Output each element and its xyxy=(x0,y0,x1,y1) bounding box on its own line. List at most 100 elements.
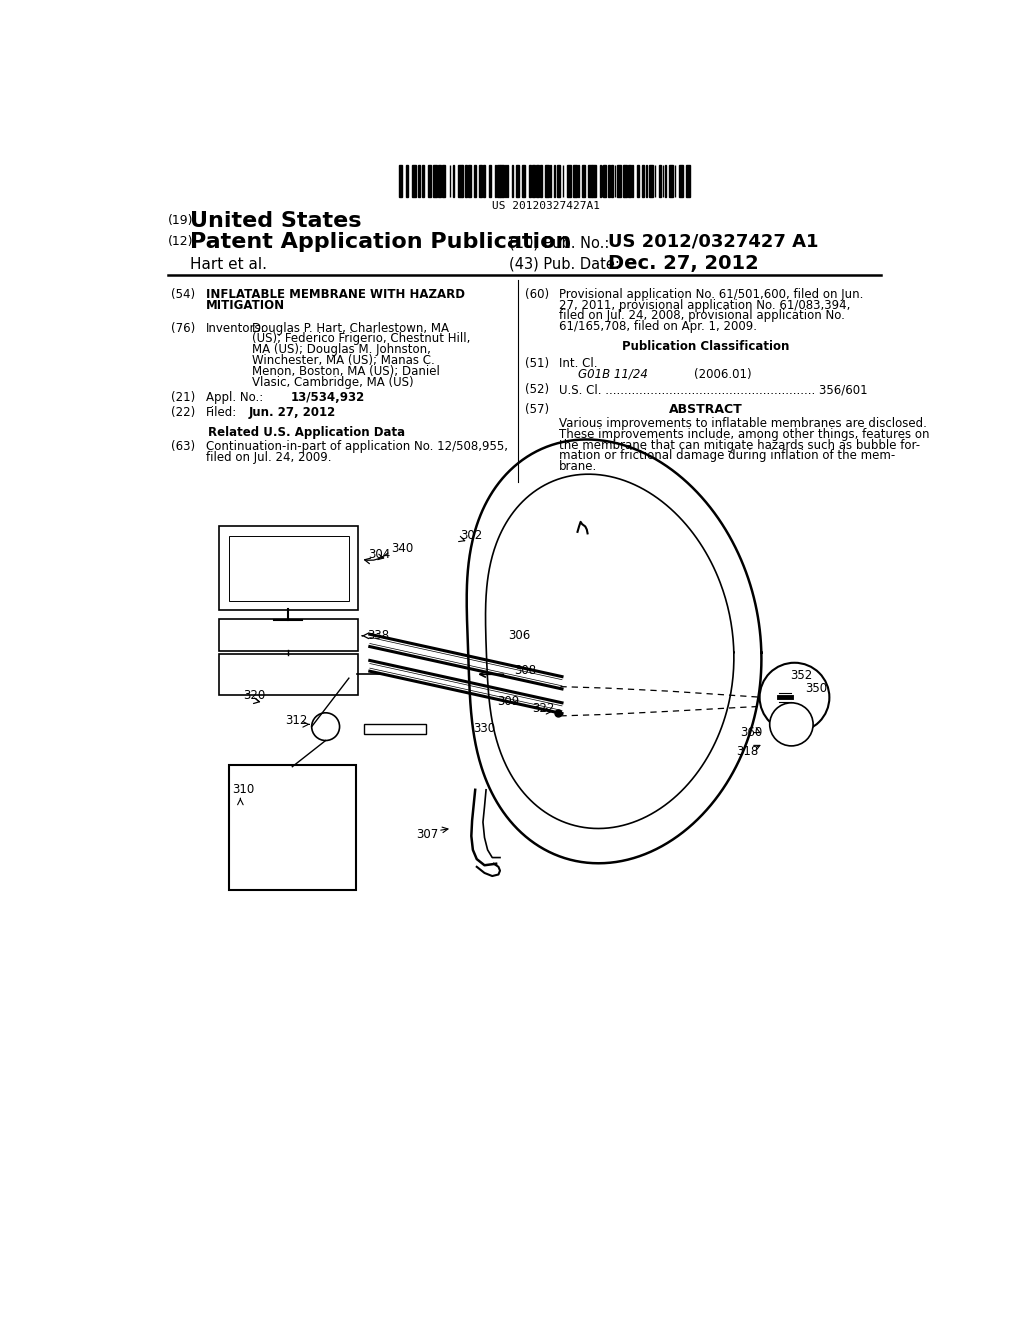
Text: (22): (22) xyxy=(171,407,195,420)
Bar xyxy=(433,165,437,197)
Bar xyxy=(610,165,612,197)
Bar xyxy=(625,165,628,197)
Bar xyxy=(454,165,455,197)
Text: 340: 340 xyxy=(391,541,414,554)
Bar xyxy=(649,165,652,197)
Bar xyxy=(442,165,445,197)
Text: Patent Application Publication: Patent Application Publication xyxy=(190,232,571,252)
Text: 27, 2011, provisional application No. 61/083,394,: 27, 2011, provisional application No. 61… xyxy=(559,298,850,312)
Text: Inventors:: Inventors: xyxy=(206,322,265,335)
Bar xyxy=(572,165,577,197)
Bar xyxy=(228,536,349,601)
Text: 350: 350 xyxy=(805,681,827,694)
Text: Winchester, MA (US); Manas C.: Winchester, MA (US); Manas C. xyxy=(252,354,435,367)
Text: US 2012/0327427 A1: US 2012/0327427 A1 xyxy=(608,232,819,251)
Text: Int. Cl.: Int. Cl. xyxy=(559,358,597,370)
Text: Continuation-in-part of application No. 12/508,955,: Continuation-in-part of application No. … xyxy=(206,441,508,453)
Text: 310: 310 xyxy=(232,783,255,796)
Bar xyxy=(407,165,409,197)
Text: (2006.01): (2006.01) xyxy=(693,368,752,381)
Bar xyxy=(679,165,683,197)
Bar xyxy=(399,165,402,197)
Text: 338: 338 xyxy=(367,630,389,643)
Bar xyxy=(567,165,571,197)
Text: 360: 360 xyxy=(740,726,763,739)
Text: Vlasic, Cambridge, MA (US): Vlasic, Cambridge, MA (US) xyxy=(252,376,414,388)
Bar xyxy=(413,165,417,197)
Text: (12): (12) xyxy=(168,235,194,248)
Text: ABSTRACT: ABSTRACT xyxy=(669,404,742,416)
Bar xyxy=(516,165,519,197)
Bar xyxy=(422,165,424,197)
Bar xyxy=(459,165,462,197)
Text: US 20120327427A1: US 20120327427A1 xyxy=(493,201,600,211)
Text: (57): (57) xyxy=(524,404,549,416)
Text: (10) Pub. No.:: (10) Pub. No.: xyxy=(509,235,609,251)
Bar xyxy=(365,725,426,734)
Bar xyxy=(550,165,551,197)
Text: 330: 330 xyxy=(473,722,495,735)
Bar xyxy=(545,165,549,197)
Text: Filed:: Filed: xyxy=(206,407,237,420)
Bar xyxy=(505,165,506,197)
Text: (19): (19) xyxy=(168,214,194,227)
Bar xyxy=(537,165,540,197)
FancyBboxPatch shape xyxy=(219,653,358,696)
Circle shape xyxy=(760,663,829,733)
Text: 308: 308 xyxy=(514,664,537,677)
Bar xyxy=(501,165,504,197)
Text: 309: 309 xyxy=(497,694,519,708)
Bar xyxy=(557,165,560,197)
Text: (76): (76) xyxy=(171,322,195,335)
Text: (US); Federico Frigerio, Chestnut Hill,: (US); Federico Frigerio, Chestnut Hill, xyxy=(252,333,470,346)
Bar xyxy=(468,165,471,197)
Bar xyxy=(582,165,585,197)
Bar xyxy=(608,165,610,197)
Text: These improvements include, among other things, features on: These improvements include, among other … xyxy=(559,428,930,441)
Text: Menon, Boston, MA (US); Daniel: Menon, Boston, MA (US); Daniel xyxy=(252,364,440,378)
Circle shape xyxy=(311,713,340,741)
Text: (63): (63) xyxy=(171,441,195,453)
Bar xyxy=(669,165,673,197)
Bar xyxy=(554,165,555,197)
Text: 306: 306 xyxy=(508,630,530,643)
Bar xyxy=(531,165,535,197)
Text: INFLATABLE MEMBRANE WITH HAZARD: INFLATABLE MEMBRANE WITH HAZARD xyxy=(206,288,465,301)
Text: MA (US); Douglas M. Johnston,: MA (US); Douglas M. Johnston, xyxy=(252,343,431,356)
Text: (52): (52) xyxy=(524,383,549,396)
Text: 318: 318 xyxy=(736,744,759,758)
Bar xyxy=(603,165,606,197)
Text: Provisional application No. 61/501,600, filed on Jun.: Provisional application No. 61/501,600, … xyxy=(559,288,863,301)
Text: 302: 302 xyxy=(460,529,482,543)
Text: 13/534,932: 13/534,932 xyxy=(291,391,365,404)
Text: filed on Jul. 24, 2008, provisional application No.: filed on Jul. 24, 2008, provisional appl… xyxy=(559,309,845,322)
Bar xyxy=(507,165,508,197)
Bar xyxy=(617,165,622,197)
Text: Douglas P. Hart, Charlestown, MA: Douglas P. Hart, Charlestown, MA xyxy=(252,322,449,335)
Text: Publication Classification: Publication Classification xyxy=(622,341,790,354)
Bar xyxy=(686,165,690,197)
Text: filed on Jul. 24, 2009.: filed on Jul. 24, 2009. xyxy=(206,451,331,465)
Bar xyxy=(482,165,484,197)
FancyBboxPatch shape xyxy=(219,527,358,610)
Bar xyxy=(541,165,542,197)
Text: (51): (51) xyxy=(524,358,549,370)
Bar xyxy=(592,165,596,197)
Bar xyxy=(512,165,513,197)
Text: 307: 307 xyxy=(417,828,438,841)
Bar xyxy=(637,165,639,197)
Text: Related U.S. Application Data: Related U.S. Application Data xyxy=(208,426,404,440)
Text: Appl. No.:: Appl. No.: xyxy=(206,391,263,404)
Text: 61/165,708, filed on Apr. 1, 2009.: 61/165,708, filed on Apr. 1, 2009. xyxy=(559,321,757,333)
Bar xyxy=(623,165,624,197)
Bar xyxy=(529,165,531,197)
Text: Various improvements to inflatable membranes are disclosed.: Various improvements to inflatable membr… xyxy=(559,417,927,430)
Text: brane.: brane. xyxy=(559,461,597,474)
Text: 352: 352 xyxy=(791,669,813,682)
Bar xyxy=(665,165,666,197)
Text: U.S. Cl. ........................................................ 356/601: U.S. Cl. ...............................… xyxy=(559,383,867,396)
Text: 312: 312 xyxy=(286,714,308,727)
Text: United States: United States xyxy=(190,211,361,231)
Text: (21): (21) xyxy=(171,391,195,404)
Bar xyxy=(588,165,592,197)
